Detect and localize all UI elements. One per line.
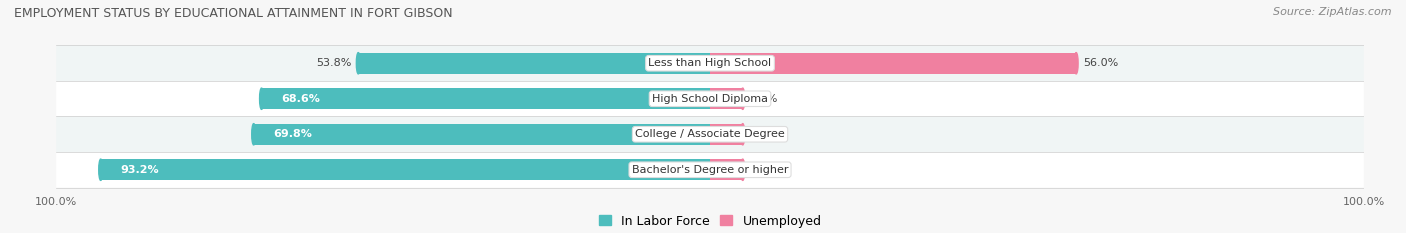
Bar (262, 88, 710, 110)
Text: 2.5%: 2.5% (749, 94, 778, 104)
Circle shape (741, 159, 745, 180)
Text: 0.0%: 0.0% (749, 165, 778, 175)
Circle shape (1074, 53, 1078, 74)
Circle shape (252, 123, 256, 145)
Bar (710, 123, 742, 145)
Bar (253, 123, 710, 145)
Legend: In Labor Force, Unemployed: In Labor Force, Unemployed (593, 209, 827, 233)
Circle shape (356, 53, 360, 74)
Text: 69.8%: 69.8% (273, 129, 312, 139)
Text: Less than High School: Less than High School (648, 58, 772, 68)
Circle shape (741, 88, 745, 110)
Text: College / Associate Degree: College / Associate Degree (636, 129, 785, 139)
Text: 0.0%: 0.0% (749, 129, 778, 139)
Text: Source: ZipAtlas.com: Source: ZipAtlas.com (1274, 7, 1392, 17)
Circle shape (98, 159, 103, 180)
Bar (710, 88, 742, 110)
Text: 56.0%: 56.0% (1083, 58, 1118, 68)
Text: Bachelor's Degree or higher: Bachelor's Degree or higher (631, 165, 789, 175)
Bar (710, 53, 1076, 74)
Bar (710, 159, 742, 180)
Text: 53.8%: 53.8% (316, 58, 352, 68)
FancyBboxPatch shape (56, 152, 1364, 188)
Bar (101, 159, 710, 180)
Text: High School Diploma: High School Diploma (652, 94, 768, 104)
Circle shape (260, 88, 263, 110)
Text: 68.6%: 68.6% (281, 94, 321, 104)
FancyBboxPatch shape (56, 45, 1364, 81)
Text: EMPLOYMENT STATUS BY EDUCATIONAL ATTAINMENT IN FORT GIBSON: EMPLOYMENT STATUS BY EDUCATIONAL ATTAINM… (14, 7, 453, 20)
FancyBboxPatch shape (56, 81, 1364, 116)
Circle shape (741, 123, 745, 145)
FancyBboxPatch shape (56, 116, 1364, 152)
Bar (359, 53, 710, 74)
Text: 93.2%: 93.2% (121, 165, 159, 175)
